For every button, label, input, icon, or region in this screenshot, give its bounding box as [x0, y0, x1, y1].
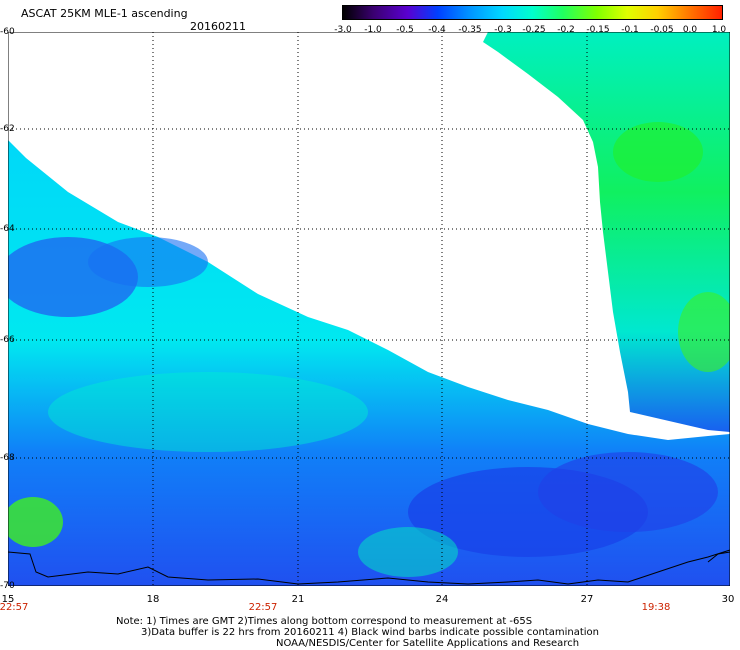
blue-patch: [88, 237, 208, 287]
lon-label: 24: [435, 594, 449, 605]
coastline: [707, 551, 730, 563]
green-patch: [678, 292, 730, 372]
product-date: 20160211: [190, 20, 246, 33]
colorbar-label: -0.15: [586, 25, 610, 35]
lon-label: 15: [1, 594, 15, 605]
cyan-patch: [48, 372, 368, 452]
lon-label: 21: [291, 594, 305, 605]
colorbar: [342, 5, 723, 20]
lat-label: -64: [0, 224, 15, 234]
cyan-patch: [358, 527, 458, 577]
green-patch: [613, 122, 703, 182]
colorbar-label: -0.3: [494, 25, 512, 35]
colorbar-label: 1.0: [711, 25, 727, 35]
coastline: [8, 549, 730, 585]
time-label: 19:38: [641, 602, 671, 613]
lon-label: 30: [721, 594, 735, 605]
colorbar-label: -0.2: [557, 25, 575, 35]
time-label: 22:57: [248, 602, 278, 613]
colorbar-label: -1.0: [364, 25, 382, 35]
colorbar-label: -0.05: [650, 25, 674, 35]
product-title: ASCAT 25KM MLE-1 ascending: [21, 7, 188, 20]
credit-line: NOAA/NESDIS/Center for Satellite Applica…: [276, 638, 580, 649]
footnote: Note: 1) Times are GMT 2)Times along bot…: [116, 616, 533, 627]
lon-label: 27: [580, 594, 594, 605]
colorbar-label: -0.35: [458, 25, 482, 35]
footnote: 3)Data buffer is 22 hrs from 20160211 4)…: [141, 627, 599, 638]
colorbar-label: 0.0: [682, 25, 698, 35]
lat-label: -60: [0, 27, 15, 37]
colorbar-label: -0.25: [522, 25, 546, 35]
colorbar-label: -0.5: [396, 25, 414, 35]
lat-label: -62: [0, 124, 15, 134]
lat-label: -68: [0, 453, 15, 463]
lat-label: -70: [0, 581, 15, 591]
colorbar-label: -0.1: [621, 25, 639, 35]
lat-label: -66: [0, 335, 15, 345]
lon-label: 18: [146, 594, 160, 605]
colorbar-label: -3.0: [334, 25, 352, 35]
blue-patch: [538, 452, 718, 532]
time-label: 22:57: [0, 602, 29, 613]
swath-east: [483, 32, 730, 432]
swath-map: [8, 32, 730, 586]
colorbar-label: -0.4: [428, 25, 446, 35]
green-patch: [8, 497, 63, 547]
